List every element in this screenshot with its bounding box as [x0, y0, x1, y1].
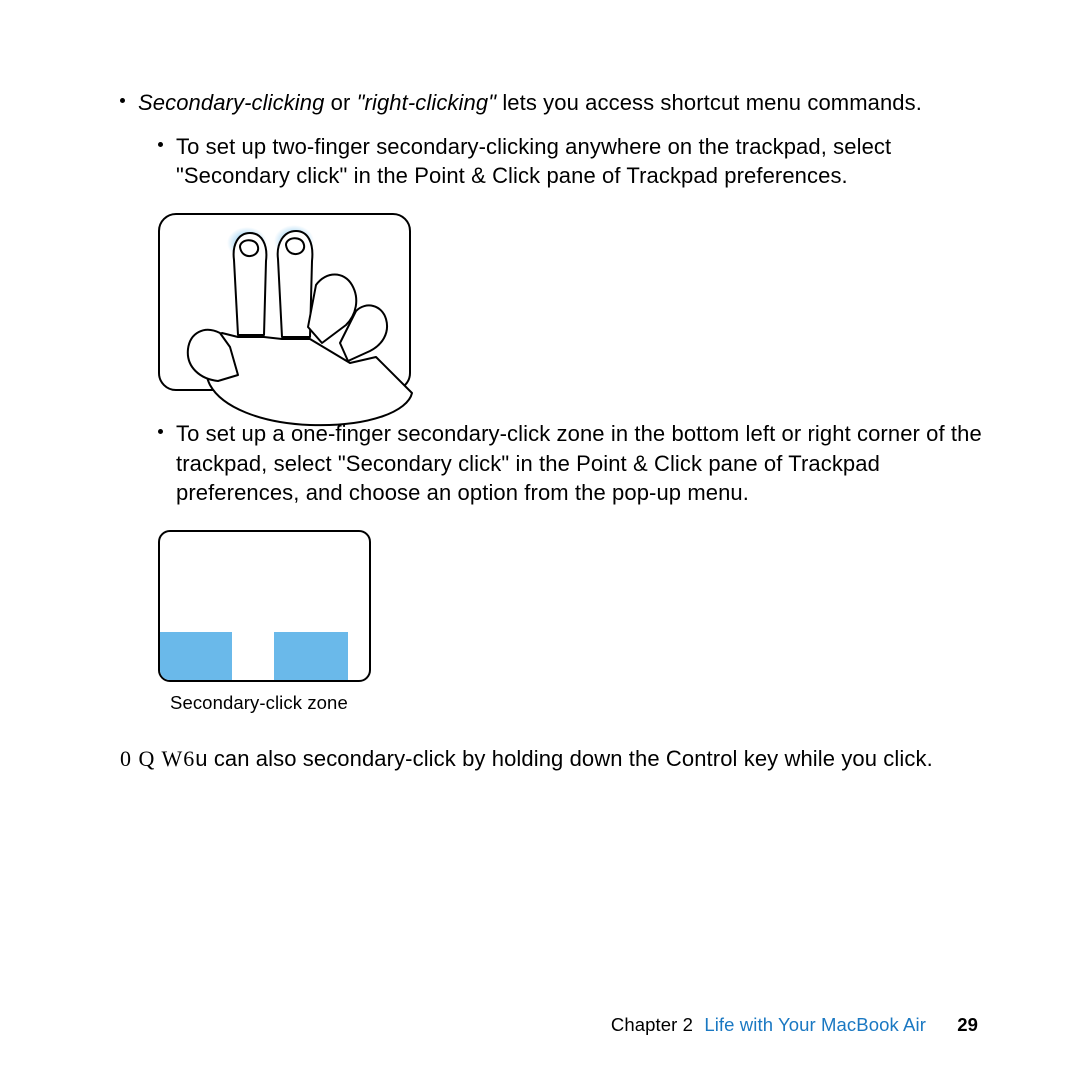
note-line: 0 Q W6u can also secondary-click by hold… — [120, 744, 990, 774]
bullet-dot — [120, 98, 125, 103]
sub-bullet-text-0: To set up two-finger secondary-clicking … — [176, 134, 891, 189]
footer-chapter-label: Chapter 2 — [611, 1014, 693, 1035]
note-prefix-garbled: 0 Q W6 — [120, 746, 195, 771]
lead-plain-1: or — [324, 90, 356, 115]
click-zone-left — [160, 632, 232, 680]
sub-bullet-list: To set up two-finger secondary-clicking … — [120, 132, 990, 714]
figure-two-finger-click — [158, 213, 990, 391]
note-text: u can also secondary-click by holding do… — [195, 746, 933, 771]
bullet-dot — [158, 429, 163, 434]
footer-page-number: 29 — [957, 1014, 978, 1035]
lead-plain-2: lets you access shortcut menu commands. — [496, 90, 922, 115]
bullet-dot — [158, 142, 163, 147]
bullet-level-1: Secondary-clicking or "right-clicking" l… — [120, 88, 990, 118]
lead-italic-1: Secondary-clicking — [138, 90, 324, 115]
lead-italic-2: "right-clicking" — [357, 90, 496, 115]
bullet-level-2: To set up two-finger secondary-clicking … — [120, 132, 990, 191]
trackpad-illustration-2 — [158, 530, 371, 682]
click-zone-right — [274, 632, 348, 680]
document-page: Secondary-clicking or "right-clicking" l… — [0, 0, 1080, 774]
bullet-level-2: To set up a one-finger secondary-click z… — [120, 419, 990, 508]
sub-bullet-text-1: To set up a one-finger secondary-click z… — [176, 421, 982, 505]
footer-chapter-title: Life with Your MacBook Air — [704, 1014, 926, 1035]
page-footer: Chapter 2 Life with Your MacBook Air 29 — [611, 1014, 978, 1036]
figure-secondary-click-zone: Secondary-click zone — [158, 530, 990, 714]
figure-caption: Secondary-click zone — [170, 692, 990, 714]
trackpad-illustration-1 — [158, 213, 411, 391]
